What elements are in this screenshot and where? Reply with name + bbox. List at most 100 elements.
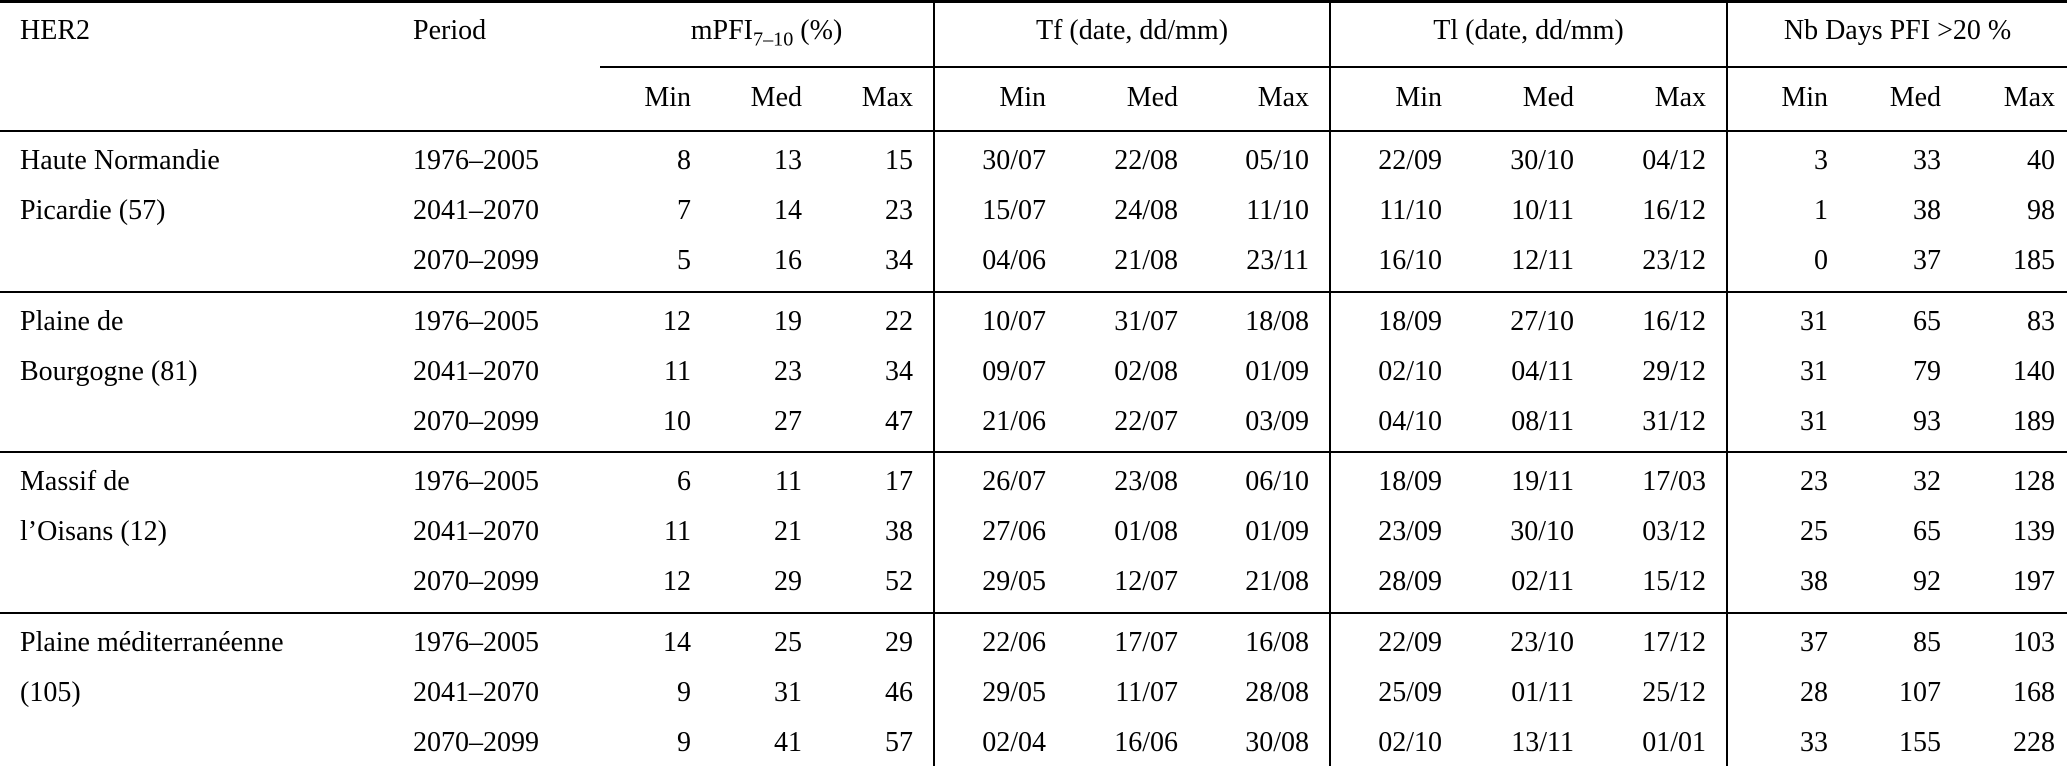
- cell-nbdays-med: 92: [1913, 566, 1942, 598]
- cell-region: Plaine méditerranéenne: [0, 611, 393, 668]
- cell-tf-max: 16/08: [1198, 611, 1331, 668]
- table-row: 2070–2099 10 27 47 21/06 22/07 03/09 04/10 08/11…: [0, 396, 2067, 453]
- group-header-mpfi: mPFI7–10 (%): [600, 1, 935, 68]
- stat-header-nbdays-min: Min: [1726, 66, 1841, 132]
- stat-header-mpfi-max: Max: [822, 66, 935, 132]
- cell-tl-med: 13/11: [1511, 727, 1575, 759]
- cell-tf-med: 02/08: [1114, 355, 1179, 387]
- cell-period: 2070–2099: [413, 245, 539, 277]
- cell-period: 1976–2005: [393, 290, 600, 347]
- cell-mpfi-min: 12: [663, 566, 691, 598]
- cell-nbdays-med: 93: [1913, 405, 1942, 437]
- cell-mpfi-min: 9: [677, 676, 691, 708]
- cell-tl-max: 03/12: [1642, 516, 1707, 548]
- cell-tf-med: 21/08: [1114, 245, 1179, 277]
- table-row: 2070–2099 5 16 34 04/06 21/08 23/11 16/10 12/11 2…: [0, 236, 2067, 292]
- cell-mpfi-med: 14: [774, 195, 802, 227]
- cell-nbdays-min: 28: [1726, 667, 1841, 719]
- cell-tf-max: 01/09: [1245, 516, 1310, 548]
- cell-tf-max: 21/08: [1245, 566, 1310, 598]
- group-header-nbdays: Nb Days PFI >20 %: [1726, 1, 2067, 68]
- cell-tf-max: 03/09: [1245, 405, 1310, 437]
- cell-tf-med: 23/08: [1066, 451, 1199, 508]
- cell-tl-max: 04/12: [1642, 144, 1707, 176]
- cell-tl-max: 23/12: [1642, 245, 1707, 277]
- cell-mpfi-min: 14: [600, 611, 711, 668]
- cell-tf-min: 29/05: [933, 667, 1067, 719]
- table-row: Massif de 1976–2005 6 11 17 26/07 23/08 06/10 18…: [0, 451, 2067, 508]
- cell-mpfi-min: 5: [677, 245, 691, 277]
- cell-tf-med: 01/08: [1114, 516, 1179, 548]
- cell-mpfi-med: 19: [711, 290, 822, 347]
- cell-nbdays-max: 228: [2013, 727, 2056, 759]
- cell-nbdays-med: 79: [1913, 355, 1942, 387]
- table-row: (105) 2041–2070 9 31 46 29/05 11/07 28/08 25/09 0…: [0, 667, 2067, 719]
- cell-tl-min: 18/09: [1329, 451, 1463, 508]
- cell-mpfi-max: 22: [822, 290, 935, 347]
- cell-tf-med: 12/07: [1114, 566, 1179, 598]
- stat-header-mpfi-min: Min: [600, 66, 711, 132]
- cell-tf-max: 11/10: [1246, 195, 1310, 227]
- cell-tl-med: 27/10: [1462, 290, 1595, 347]
- stat-header-tf-med: Med: [1066, 66, 1199, 132]
- cell-tf-med: 22/08: [1114, 144, 1179, 176]
- cell-mpfi-min: 6: [600, 451, 711, 508]
- cell-tf-med: 24/08: [1114, 195, 1179, 227]
- group-header-tf: Tf (date, dd/mm): [933, 1, 1331, 68]
- cell-tl-min: 25/09: [1329, 667, 1463, 719]
- col-header-period: Period: [393, 1, 600, 132]
- cell-tf-med: 22/07: [1114, 405, 1179, 437]
- cell-nbdays-max: 40: [2027, 144, 2056, 176]
- cell-tf-max: 05/10: [1245, 144, 1310, 176]
- cell-tl-min: 22/09: [1329, 130, 1463, 187]
- cell-tl-med: 01/11: [1511, 676, 1575, 708]
- cell-tl-med: 30/10: [1510, 144, 1575, 176]
- table-row: Bourgogne (81) 2041–2070 11 23 34 09/07 02/08 0…: [0, 346, 2067, 397]
- cell-mpfi-med: 27: [774, 405, 802, 437]
- stat-header-tl-min: Min: [1329, 66, 1463, 132]
- cell-mpfi-med: 25: [711, 611, 822, 668]
- cell-tf-min: 30/07: [933, 130, 1067, 187]
- cell-period: 2070–2099: [413, 566, 539, 598]
- cell-mpfi-min: 7: [677, 195, 691, 227]
- cell-tf-max: 30/08: [1245, 727, 1310, 759]
- cell-nbdays-min: 23: [1726, 451, 1841, 508]
- cell-mpfi-max: 46: [885, 676, 914, 708]
- cell-nbdays-min: 1: [1726, 186, 1841, 237]
- cell-tf-min: 26/07: [933, 451, 1067, 508]
- cell-tl-min: 02/10: [1329, 346, 1463, 397]
- cell-region: [0, 718, 393, 766]
- cell-mpfi-med: 21: [774, 516, 802, 548]
- cell-tl-min: 23/09: [1329, 507, 1463, 558]
- cell-mpfi-med: 31: [774, 676, 802, 708]
- cell-tl-med: 10/11: [1511, 195, 1575, 227]
- cell-tl-med: 30/10: [1510, 516, 1575, 548]
- cell-tl-med: 12/11: [1511, 245, 1575, 277]
- cell-nbdays-min: 31: [1726, 290, 1841, 347]
- cell-nbdays-max: 185: [2013, 245, 2056, 277]
- cell-nbdays-med: 33: [1913, 144, 1942, 176]
- cell-tf-min: 21/06: [933, 396, 1067, 453]
- table-row: l’Oisans (12) 2041–2070 11 21 38 27/06 01/08 01…: [0, 507, 2067, 558]
- cell-region: [0, 236, 393, 291]
- cell-tf-max: 23/11: [1246, 245, 1310, 277]
- cell-mpfi-max: 34: [885, 355, 914, 387]
- cell-tf-min: 15/07: [933, 186, 1067, 237]
- cell-mpfi-max: 17: [822, 451, 935, 508]
- cell-nbdays-med: 65: [1840, 290, 1954, 347]
- cell-mpfi-min: 9: [677, 727, 691, 759]
- cell-nbdays-max: 189: [2013, 405, 2056, 437]
- cell-tf-max: 06/10: [1198, 451, 1331, 508]
- cell-region: [0, 397, 393, 452]
- cell-mpfi-max: 34: [885, 245, 914, 277]
- cell-mpfi-med: 13: [774, 144, 802, 176]
- cell-region: l’Oisans (12): [20, 516, 167, 548]
- cell-nbdays-med: 107: [1899, 676, 1942, 708]
- cell-tf-med: 17/07: [1066, 611, 1199, 668]
- cell-nbdays-min: 25: [1726, 507, 1841, 558]
- cell-tf-min: 22/06: [933, 611, 1067, 668]
- cell-nbdays-max: 140: [2013, 355, 2056, 387]
- cell-period: 2041–2070: [413, 676, 539, 708]
- cell-tf-min: 29/05: [933, 557, 1067, 613]
